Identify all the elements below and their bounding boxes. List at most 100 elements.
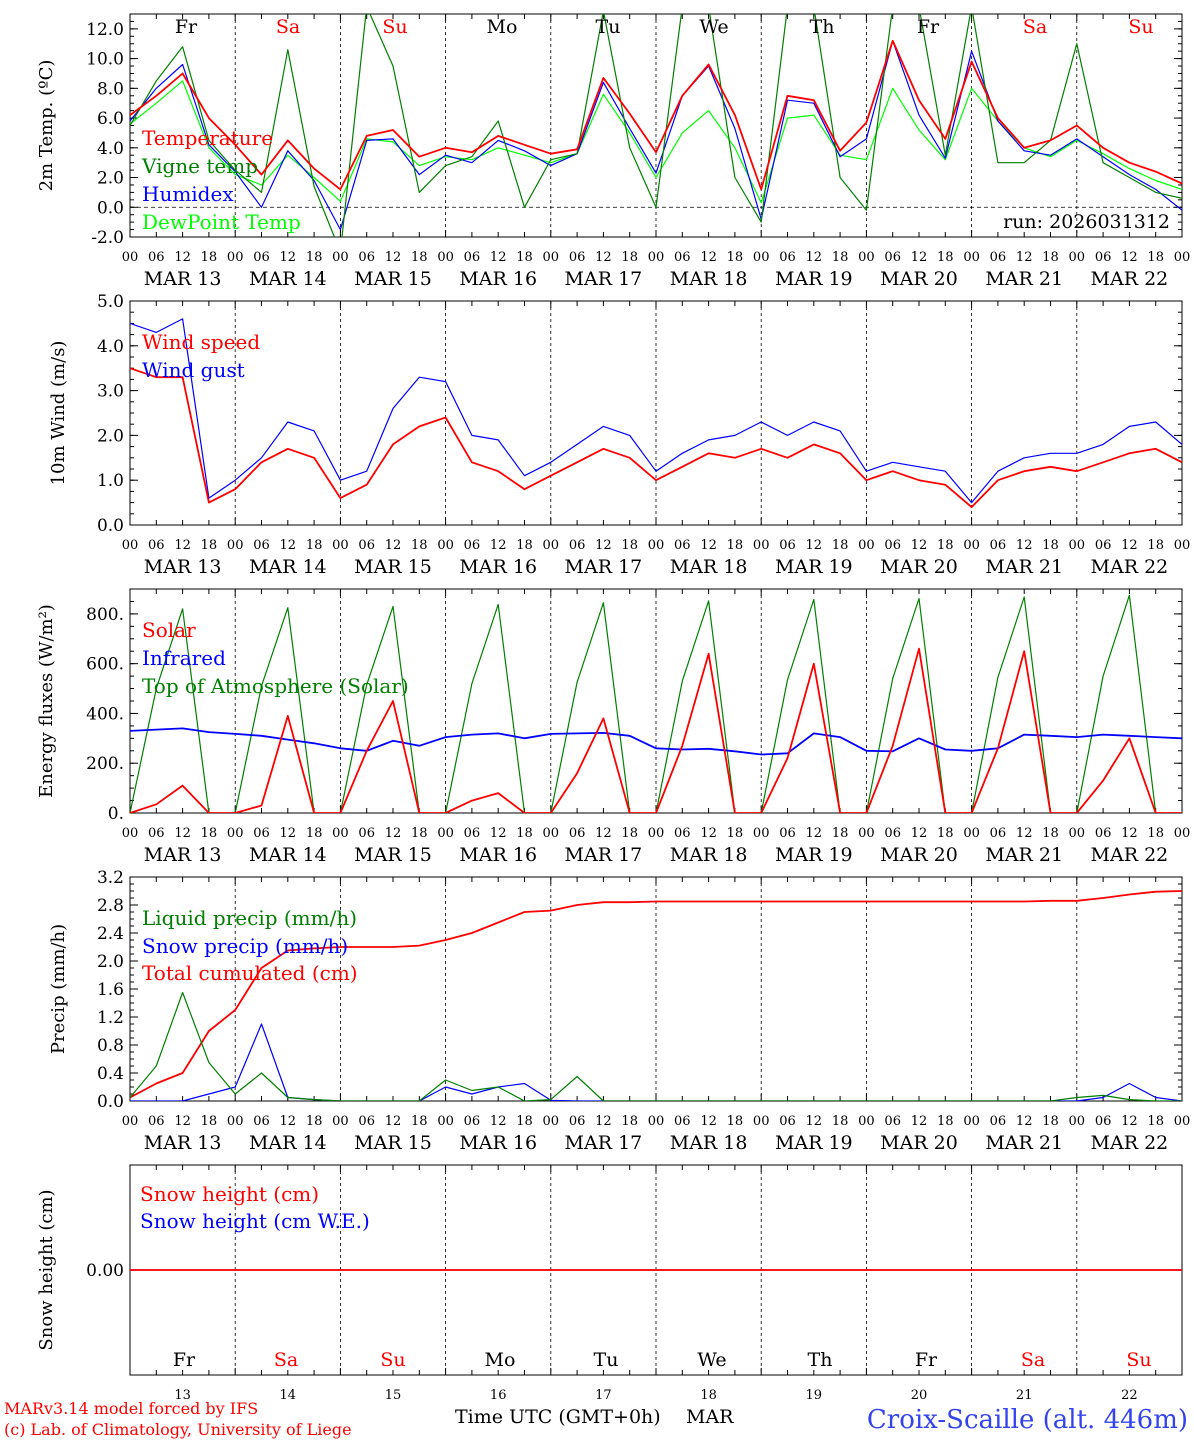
- day-number-label: 18: [700, 1388, 717, 1403]
- hour-tick-label: 18: [516, 826, 533, 841]
- data-point: [1050, 812, 1052, 814]
- hour-tick-label: 12: [385, 1114, 402, 1129]
- hour-tick-label: 12: [806, 1114, 823, 1129]
- data-point: [1129, 452, 1131, 454]
- date-label: MAR 18: [670, 1132, 748, 1154]
- data-point: [129, 367, 131, 369]
- hour-tick-label: 06: [1095, 538, 1112, 553]
- data-point: [234, 1086, 236, 1088]
- data-point: [234, 1093, 236, 1095]
- data-point: [261, 735, 263, 737]
- data-point: [1076, 470, 1078, 472]
- weekday-label-bottom: Th: [808, 1349, 833, 1371]
- data-point: [1023, 596, 1025, 598]
- weekday-label-bottom: Sa: [1021, 1349, 1045, 1371]
- data-point: [629, 457, 631, 459]
- hour-tick-label: 18: [727, 1114, 744, 1129]
- data-point: [445, 1079, 447, 1081]
- data-point: [918, 466, 920, 468]
- data-point: [1129, 168, 1131, 170]
- data-point: [129, 323, 131, 325]
- hour-tick-label: 18: [411, 250, 428, 265]
- hour-tick-label: 00: [753, 1114, 770, 1129]
- hour-tick-label: 00: [332, 250, 349, 265]
- data-point: [550, 461, 552, 463]
- hour-tick-label: 06: [253, 1114, 270, 1129]
- hour-tick-label: 06: [990, 250, 1007, 265]
- data-point: [866, 750, 868, 752]
- data-point: [129, 730, 131, 732]
- hour-tick-label: 00: [227, 250, 244, 265]
- data-point: [392, 141, 394, 143]
- data-point: [1023, 162, 1025, 164]
- data-point: [655, 901, 657, 903]
- hour-tick-label: 12: [595, 1114, 612, 1129]
- day-number-label: 19: [806, 1388, 823, 1403]
- data-point: [892, 1100, 894, 1102]
- hour-tick-label: 00: [122, 250, 139, 265]
- hour-tick-label: 00: [227, 538, 244, 553]
- data-point: [866, 901, 868, 903]
- x-axis-label: Time UTC (GMT+0h): [455, 1406, 661, 1428]
- hour-tick-label: 06: [884, 250, 901, 265]
- data-point: [734, 457, 736, 459]
- data-point: [313, 168, 315, 170]
- hour-tick-label: 12: [385, 538, 402, 553]
- data-point: [524, 150, 526, 152]
- data-point: [524, 1083, 526, 1085]
- data-point: [340, 200, 342, 202]
- data-point: [340, 189, 342, 191]
- weekday-label-top: We: [699, 16, 728, 38]
- hour-tick-label: 00: [1174, 250, 1191, 265]
- data-point: [997, 162, 999, 164]
- data-point: [497, 1086, 499, 1088]
- data-point: [445, 154, 447, 156]
- data-point: [944, 812, 946, 814]
- hour-tick-label: 18: [727, 826, 744, 841]
- data-point: [787, 435, 789, 437]
- data-point: [1076, 1100, 1078, 1102]
- hour-tick-label: 00: [227, 826, 244, 841]
- hour-tick-label: 12: [1121, 538, 1138, 553]
- data-point: [340, 497, 342, 499]
- data-point: [287, 139, 289, 141]
- hour-tick-label: 06: [358, 250, 375, 265]
- data-point: [813, 732, 815, 734]
- hour-tick-label: 12: [806, 250, 823, 265]
- data-point: [182, 80, 184, 82]
- hour-tick-label: 12: [1121, 826, 1138, 841]
- data-point: [918, 598, 920, 600]
- data-point: [760, 754, 762, 756]
- month-label: MAR: [686, 1406, 734, 1428]
- date-label: MAR 14: [249, 1132, 327, 1154]
- data-point: [129, 1269, 131, 1271]
- hour-tick-label: 18: [411, 1114, 428, 1129]
- data-point: [708, 1100, 710, 1102]
- data-point: [129, 1097, 131, 1099]
- data-point: [839, 177, 841, 179]
- data-point: [1102, 443, 1104, 445]
- data-point: [787, 1100, 789, 1102]
- data-point: [340, 812, 342, 814]
- data-point: [497, 792, 499, 794]
- y-tick-label: 800.: [86, 605, 124, 625]
- data-point: [603, 93, 605, 95]
- data-point: [708, 452, 710, 454]
- y-tick-label: 400.: [86, 704, 124, 724]
- data-point: [208, 731, 210, 733]
- y-tick-label: 2.8: [97, 896, 124, 916]
- hour-tick-label: 12: [595, 538, 612, 553]
- data-point: [603, 1100, 605, 1102]
- hour-tick-label: 12: [1016, 538, 1033, 553]
- data-point: [234, 812, 236, 814]
- data-point: [603, 718, 605, 720]
- hour-tick-label: 12: [1121, 1114, 1138, 1129]
- hour-tick-label: 18: [306, 1114, 323, 1129]
- data-point: [760, 202, 762, 204]
- data-point: [261, 1072, 263, 1074]
- hour-tick-label: 00: [227, 1114, 244, 1129]
- data-point: [708, 64, 710, 66]
- data-point: [866, 209, 868, 211]
- legend-entry: Temperature: [142, 126, 273, 150]
- hour-tick-label: 06: [569, 826, 586, 841]
